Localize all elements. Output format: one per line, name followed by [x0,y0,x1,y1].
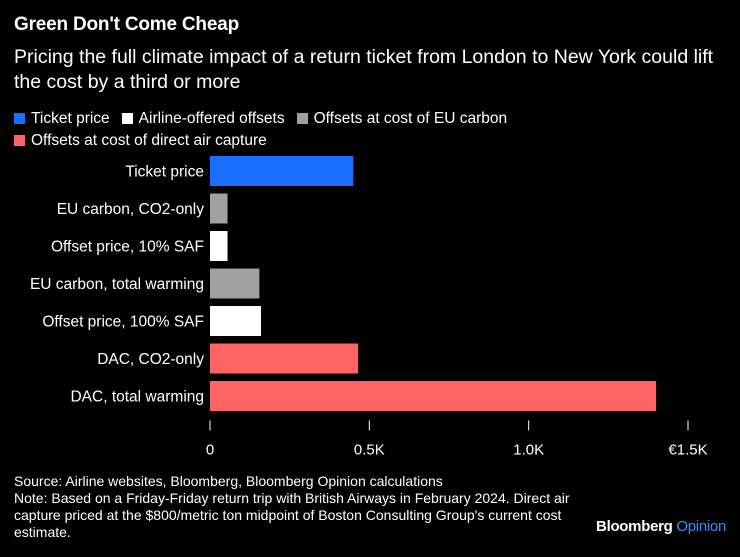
category-label: DAC, total warming [70,389,204,406]
chart-subtitle: Pricing the full climate impact of a ret… [14,46,714,93]
legend-label: Ticket price [31,110,110,127]
category-label: Ticket price [125,164,204,181]
source-note: Source: Airline websites, Bloomberg, Blo… [14,473,443,489]
bar [210,343,359,374]
legend-item-eu-carbon: Offsets at cost of EU carbon [296,108,508,130]
legend-swatch [296,113,308,124]
bar [210,231,228,261]
methodology-note: Note: Based on a Friday-Friday return tr… [14,490,570,540]
legend-label: Airline-offered offsets [138,110,285,127]
bar [210,306,261,336]
legend-swatch [121,113,133,124]
brand-logo: Bloomberg Opinion [596,518,726,535]
bar-chart: 0 0.5K 1.0K €1.5K Ticket price EU carbon, CO2… [30,156,708,459]
category-label: EU carbon, total warming [30,276,204,293]
legend-swatch [14,135,25,146]
legend-item-ticket-price: Ticket price [14,108,110,130]
bar [210,156,354,186]
legend-item-direct-air-capture: Offsets at cost of direct air capture [14,130,267,152]
x-tick-label: 0 [206,442,214,459]
legend: Ticket price Airline-offered offsets Offse… [14,108,654,152]
x-tick-label: €1.5K [668,442,707,459]
legend-item-airline-offsets: Airline-offered offsets [121,108,285,130]
brand-name: Bloomberg [596,518,673,535]
brand-section: Opinion [676,518,726,535]
x-tick-label: 0.5K [354,442,385,459]
bar [210,381,657,411]
x-tick-label: 1.0K [513,442,544,459]
chart-title: Green Don't Come Cheap [14,14,239,35]
bar [210,268,260,299]
legend-label: Offsets at cost of EU carbon [313,110,508,127]
legend-swatch [14,113,25,124]
category-label: Offset price, 100% SAF [42,314,204,331]
legend-label: Offsets at cost of direct air capture [31,132,267,149]
category-label: EU carbon, CO2-only [57,201,205,218]
bar [210,193,228,224]
footnote: Source: Airline websites, Bloomberg, Blo… [14,473,594,541]
category-label: Offset price, 10% SAF [51,239,204,256]
category-label: DAC, CO2-only [97,351,204,368]
